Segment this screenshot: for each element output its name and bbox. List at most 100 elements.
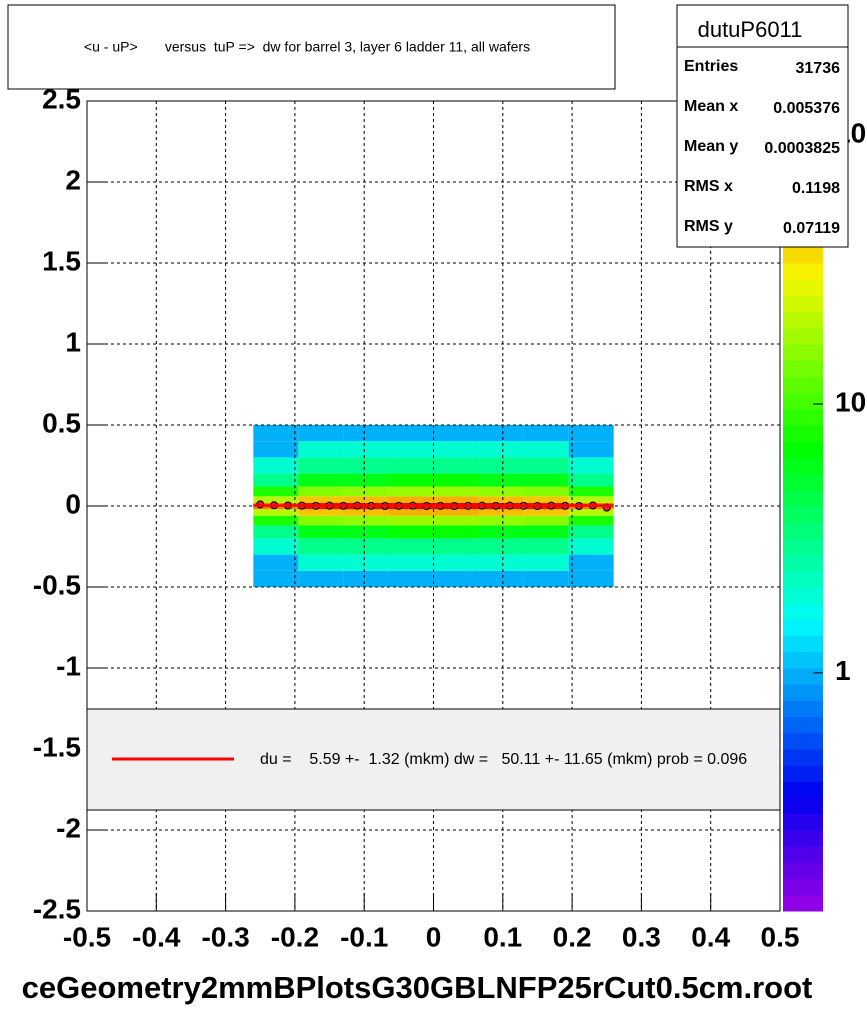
x-tick-label: 0 [426, 921, 442, 952]
palette-step [783, 684, 823, 701]
cell [568, 425, 614, 442]
palette-step [783, 279, 823, 296]
palette-step [783, 749, 823, 766]
cell [388, 554, 434, 571]
cell [388, 425, 434, 442]
stats-label: RMS y [684, 218, 733, 235]
palette-step [783, 554, 823, 572]
cell [298, 496, 344, 503]
cell [343, 554, 389, 571]
cell [523, 457, 569, 474]
y-tick-label: -1.5 [33, 731, 81, 762]
cell [343, 509, 389, 516]
palette-step [783, 830, 823, 847]
cell [343, 496, 389, 503]
palette-step [783, 522, 823, 539]
stats-value: 0.1198 [792, 180, 840, 197]
x-tick-label: 0.5 [761, 921, 800, 952]
cell [298, 441, 344, 458]
footer: ceGeometry2mmBPlotsG30GBLNFP25rCut0.5cm.… [22, 970, 813, 1005]
cell [388, 509, 434, 516]
palette-step [783, 587, 823, 604]
cell [298, 486, 344, 497]
palette-step [783, 425, 823, 442]
cell [253, 441, 299, 458]
cell [568, 486, 614, 497]
cell [523, 509, 569, 516]
cell [343, 570, 389, 587]
cell [298, 515, 344, 526]
palette-step [783, 408, 823, 426]
stats-label: Entries [684, 58, 738, 75]
cell [478, 525, 524, 539]
z-tick-label: 10 [835, 386, 866, 417]
cell [343, 457, 389, 474]
cell [298, 457, 344, 474]
cell [568, 554, 614, 571]
cell [568, 525, 614, 539]
cell [298, 554, 344, 571]
cell [478, 473, 524, 487]
cell [253, 473, 299, 487]
cell [523, 496, 569, 503]
y-tick-label: 0.5 [42, 407, 81, 438]
cell [343, 473, 389, 487]
x-tick-label: 0.3 [622, 921, 661, 952]
cell [523, 425, 569, 442]
chart-title: <u - uP> versus tuP => dw for barrel 3, … [84, 39, 530, 55]
x-tick-label: 0.4 [691, 921, 730, 952]
cell [253, 457, 299, 474]
palette-step [783, 570, 823, 588]
cell [523, 486, 569, 497]
palette-step [783, 506, 823, 523]
z-tick-label: 1 [835, 655, 851, 686]
palette-step [783, 813, 823, 831]
cell [478, 515, 524, 526]
palette-step [783, 846, 823, 863]
palette-step [783, 311, 823, 329]
cell [433, 473, 479, 487]
cell [388, 515, 434, 526]
palette-step [783, 878, 823, 896]
cell [433, 538, 479, 555]
x-tick-label: -0.1 [340, 921, 388, 952]
palette-step [783, 473, 823, 491]
cell [568, 457, 614, 474]
y-tick-label: 1.5 [42, 245, 81, 276]
cell [523, 525, 569, 539]
stats-value: 0.07119 [783, 220, 840, 237]
palette-step [783, 765, 823, 782]
palette-step [783, 392, 823, 410]
stats-name: dutuP6011 [698, 17, 803, 42]
cell [298, 425, 344, 442]
cell [478, 457, 524, 474]
cell [343, 425, 389, 442]
cell [478, 509, 524, 516]
y-tick-label: 0 [65, 488, 81, 519]
cell [568, 570, 614, 587]
x-tick-label: 0.2 [553, 921, 592, 952]
stats-value: 0.0003825 [764, 140, 840, 157]
cell [478, 496, 524, 503]
cell [568, 538, 614, 555]
cell [433, 515, 479, 526]
stats-box [676, 4, 849, 248]
cell [298, 525, 344, 539]
cell [523, 473, 569, 487]
palette-step [783, 376, 823, 394]
cell [433, 570, 479, 587]
cell [523, 538, 569, 555]
cell [298, 473, 344, 487]
cell [433, 486, 479, 497]
cell [253, 509, 299, 516]
palette-step [783, 295, 823, 313]
cell [523, 554, 569, 571]
cell [478, 486, 524, 497]
legend-text: du = 5.59 +- 1.32 (mkm) dw = 50.11 +- 11… [260, 751, 747, 768]
cell [253, 486, 299, 497]
cell [478, 554, 524, 571]
y-tick-label: -1 [56, 650, 81, 681]
cell [478, 425, 524, 442]
palette-step [783, 635, 823, 653]
